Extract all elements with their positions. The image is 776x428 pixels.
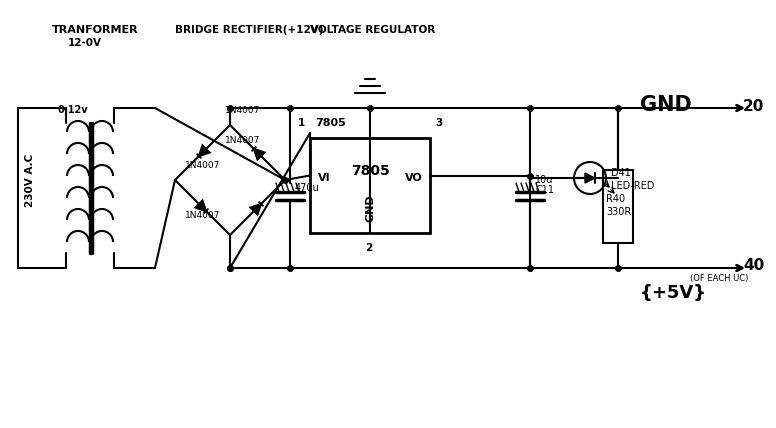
Text: 12-0V: 12-0V (68, 38, 102, 48)
Text: LED-RED: LED-RED (611, 181, 654, 191)
Text: 1N4007: 1N4007 (185, 211, 220, 220)
Polygon shape (254, 149, 265, 160)
Text: 230V A.C: 230V A.C (25, 153, 35, 207)
Polygon shape (199, 146, 210, 156)
Text: VO: VO (405, 172, 423, 182)
Text: GND: GND (365, 194, 375, 222)
Polygon shape (251, 204, 261, 214)
Text: 40: 40 (743, 259, 764, 273)
Text: 7805: 7805 (315, 118, 346, 128)
Text: 1N4007: 1N4007 (185, 160, 220, 169)
Text: 10u: 10u (535, 175, 553, 185)
Text: (OF EACH UC): (OF EACH UC) (690, 273, 748, 282)
Text: 3: 3 (435, 118, 442, 128)
Text: 330R: 330R (606, 206, 631, 217)
Text: 20: 20 (743, 98, 764, 113)
Text: VI: VI (318, 172, 331, 182)
Bar (310, 138, 430, 233)
Text: 2: 2 (365, 243, 372, 253)
Text: 1: 1 (298, 118, 305, 128)
Text: 1N4007: 1N4007 (225, 105, 261, 115)
Text: 1N4007: 1N4007 (225, 136, 261, 145)
Text: 7805: 7805 (351, 163, 390, 178)
Text: GND: GND (640, 95, 691, 115)
Text: TRANFORMER: TRANFORMER (52, 25, 139, 35)
Polygon shape (585, 173, 595, 183)
Text: 0-12v: 0-12v (58, 105, 88, 115)
Bar (603, 170, 633, 243)
Text: {+5V}: {+5V} (640, 284, 707, 302)
Text: VOLTAGE REGULATOR: VOLTAGE REGULATOR (310, 25, 435, 35)
Polygon shape (196, 200, 206, 211)
Text: C11: C11 (535, 185, 554, 195)
Text: BRIDGE RECTIFIER(+12V): BRIDGE RECTIFIER(+12V) (175, 25, 324, 35)
Text: R40: R40 (606, 193, 625, 203)
Text: D41: D41 (611, 168, 631, 178)
Text: 470u: 470u (295, 183, 320, 193)
